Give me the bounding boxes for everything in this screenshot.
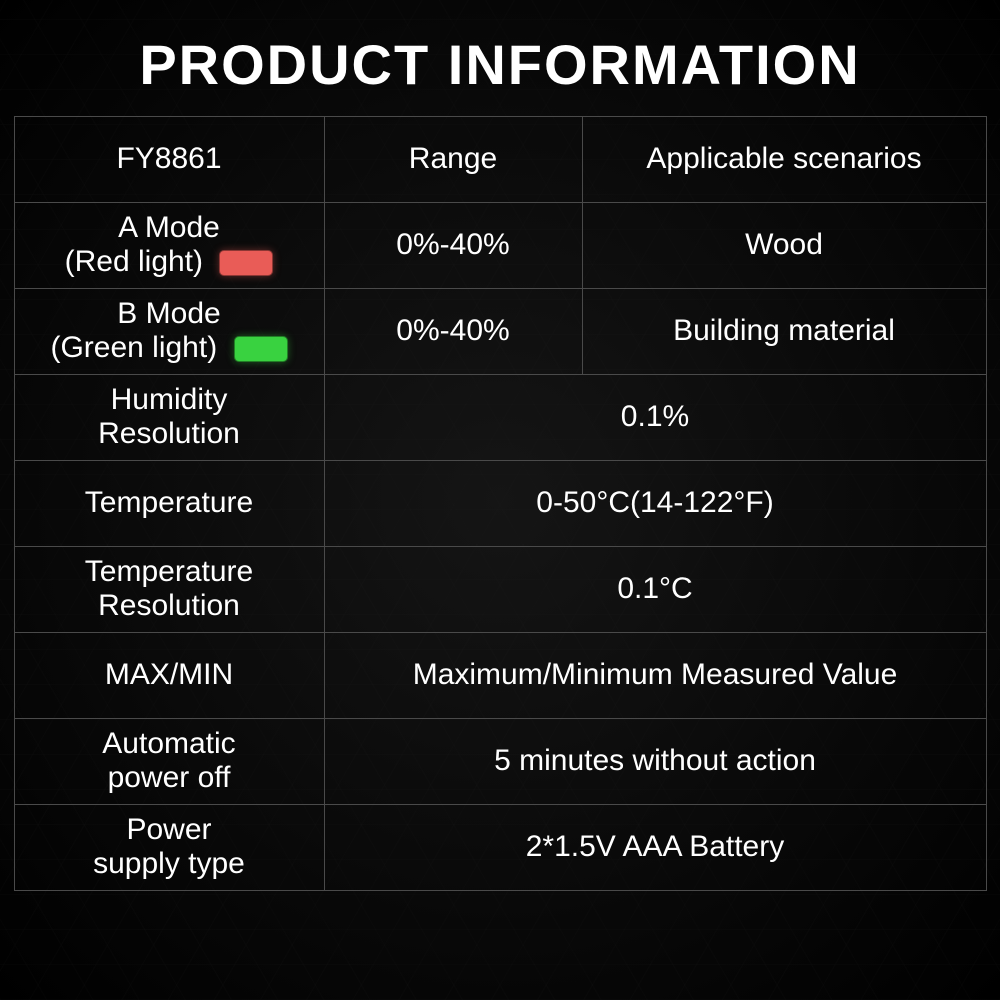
red-light-icon	[219, 250, 273, 276]
page-title: PRODUCT INFORMATION	[0, 0, 1000, 116]
row-label: MAX/MIN	[14, 632, 324, 718]
table-header-row: FY8861 Range Applicable scenarios	[14, 116, 986, 202]
spec-table: FY8861 Range Applicable scenarios A Mode…	[14, 116, 987, 891]
mode-b-scenario: Building material	[582, 288, 986, 374]
row-value: Maximum/Minimum Measured Value	[324, 632, 986, 718]
mode-a-range: 0%-40%	[324, 202, 582, 288]
table-row: Powersupply type 2*1.5V AAA Battery	[14, 804, 986, 890]
row-mode-b: B Mode (Green light) 0%-40% Building mat…	[14, 288, 986, 374]
row-label: Powersupply type	[14, 804, 324, 890]
table-row: HumidityResolution 0.1%	[14, 374, 986, 460]
mode-b-line1: B Mode	[117, 297, 220, 330]
table-row: Temperature 0-50°C(14-122°F)	[14, 460, 986, 546]
row-value: 2*1.5V AAA Battery	[324, 804, 986, 890]
row-value: 0-50°C(14-122°F)	[324, 460, 986, 546]
row-label: HumidityResolution	[14, 374, 324, 460]
mode-b-label: B Mode (Green light)	[14, 288, 324, 374]
row-value: 0.1°C	[324, 546, 986, 632]
header-model: FY8861	[14, 116, 324, 202]
table-row: TemperatureResolution 0.1°C	[14, 546, 986, 632]
row-value: 0.1%	[324, 374, 986, 460]
mode-a-line2: (Red light)	[65, 245, 203, 278]
row-value: 5 minutes without action	[324, 718, 986, 804]
mode-b-range: 0%-40%	[324, 288, 582, 374]
table-row: Automaticpower off 5 minutes without act…	[14, 718, 986, 804]
mode-a-scenario: Wood	[582, 202, 986, 288]
row-mode-a: A Mode (Red light) 0%-40% Wood	[14, 202, 986, 288]
row-label: Temperature	[14, 460, 324, 546]
green-light-icon	[234, 336, 288, 362]
row-label: Automaticpower off	[14, 718, 324, 804]
row-label: TemperatureResolution	[14, 546, 324, 632]
mode-a-label: A Mode (Red light)	[14, 202, 324, 288]
mode-b-line2: (Green light)	[50, 331, 217, 364]
header-scenarios: Applicable scenarios	[582, 116, 986, 202]
mode-a-line1: A Mode	[118, 211, 220, 244]
header-range: Range	[324, 116, 582, 202]
table-row: MAX/MIN Maximum/Minimum Measured Value	[14, 632, 986, 718]
